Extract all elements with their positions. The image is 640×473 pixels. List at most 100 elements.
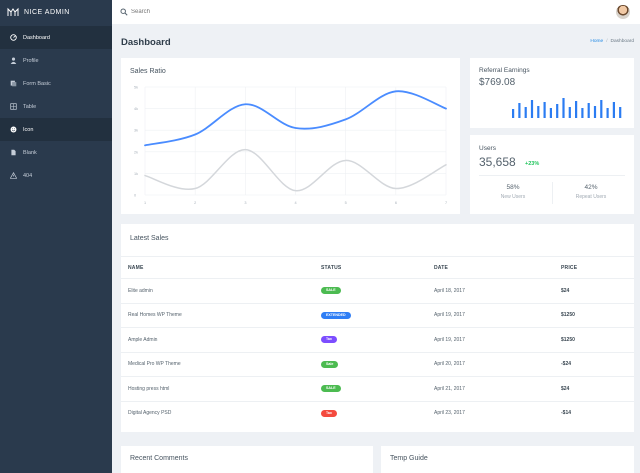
users-title: Users (479, 145, 496, 152)
repeat-users-value: 42% (584, 184, 598, 191)
product-name: Digital Agency PSD (128, 410, 172, 417)
brand-name: NICE ADMIN (24, 8, 70, 16)
y-tick-label: 1k (134, 172, 138, 176)
new-users-value: 58% (506, 184, 520, 191)
sidebar-item-table[interactable]: Table (0, 95, 112, 118)
divider (479, 175, 625, 176)
repeat-users-stat: 42% Repeat Users (561, 184, 621, 200)
new-users-stat: 58% New Users (483, 184, 543, 200)
form-icon (9, 80, 17, 88)
x-tick-label: 1 (144, 201, 146, 205)
latest-sales-title: Latest Sales (130, 235, 169, 242)
search-icon[interactable] (120, 8, 128, 16)
x-tick-label: 7 (445, 201, 447, 205)
product-name: Ample Admin (128, 336, 158, 343)
referral-earnings-amount: $769.08 (479, 77, 516, 88)
product-name: Elite admin (128, 287, 153, 294)
table-row[interactable]: Ample Admin Tax April 19, 2017 $1250 (121, 327, 634, 352)
referral-bar (549, 108, 552, 118)
sidebar-item-label: Blank (23, 149, 37, 156)
table-row[interactable]: Medical Pro WP Theme Sale April 20, 2017… (121, 351, 634, 377)
y-tick-label: 4k (134, 107, 138, 111)
referral-bar (619, 107, 622, 118)
sidebar-item-dashboard[interactable]: Dashboard (0, 26, 112, 49)
referral-bar (600, 100, 603, 118)
referral-bar (556, 104, 559, 118)
sidebar-item-icon[interactable]: Icon (0, 118, 112, 141)
search-input[interactable] (131, 9, 251, 15)
referral-bar (537, 106, 540, 118)
table-row[interactable]: Digital Agency PSD Tax April 23, 2017 -$… (121, 400, 634, 426)
sidebar-item-label: Profile (23, 57, 39, 64)
sales-ratio-title: Sales Ratio (130, 68, 166, 75)
sales-ratio-card: Sales Ratio 0 1k 2k 3k 4k 5k 1 2 3 4 5 6 7 (121, 58, 460, 214)
sidebar-item-label: Form Basic (23, 80, 51, 87)
y-tick-label: 0 (134, 194, 136, 198)
table-row[interactable]: Real Homes WP Theme EXTENDED April 19, 2… (121, 302, 634, 328)
x-tick-label: 4 (295, 201, 297, 205)
page-title: Dashboard (121, 37, 171, 48)
sidebar-item-label: Icon (23, 126, 34, 133)
product-name: Real Homes WP Theme (128, 312, 182, 319)
x-tick-label: 3 (244, 201, 246, 205)
sidebar-item-profile[interactable]: Profile (0, 49, 112, 72)
y-tick-label: 3k (134, 129, 138, 133)
sidebar-item-404[interactable]: 404 (0, 164, 112, 187)
y-tick-label: 5k (134, 86, 138, 90)
divider (552, 182, 553, 204)
sidebar-item-label: 404 (23, 172, 33, 179)
new-users-label: New Users (500, 194, 526, 200)
status-badge: Tax (321, 336, 337, 344)
sale-price: $1250 (561, 312, 575, 319)
repeat-users-label: Repeat Users (575, 194, 607, 200)
sale-date: April 18, 2017 (434, 287, 465, 294)
sidebar-item-blank[interactable]: Blank (0, 141, 112, 164)
sale-price: $24 (561, 385, 570, 392)
table-row[interactable]: Elite admin SALE April 18, 2017 $24 (121, 278, 634, 303)
referral-bar (562, 98, 565, 118)
referral-bar (581, 108, 584, 118)
recent-comments-card: Recent Comments (121, 446, 373, 473)
series-line-b (144, 148, 447, 192)
referral-bar (512, 109, 515, 118)
table-header-row: NAME STATUS DATE PRICE (121, 256, 634, 278)
sidebar-item-label: Table (23, 103, 37, 110)
table-row[interactable]: Hosting press html SALE April 21, 2017 $… (121, 376, 634, 401)
users-count: 35,658 (479, 155, 516, 169)
sale-price: $1250 (561, 336, 575, 343)
column-header-status[interactable]: STATUS (321, 264, 342, 271)
brand[interactable]: NICE ADMIN (0, 0, 112, 24)
referral-earnings-title: Referral Earnings (479, 67, 530, 74)
referral-bar (593, 106, 597, 118)
referral-bar (612, 102, 615, 118)
sale-price: $24 (561, 287, 570, 294)
status-badge: EXTENDED (321, 311, 351, 319)
warning-icon (9, 172, 17, 180)
column-header-name[interactable]: NAME (128, 264, 144, 271)
series-line-a (144, 90, 447, 147)
referral-bar-chart (512, 98, 622, 118)
referral-bar (575, 101, 578, 118)
latest-sales-card: Latest Sales NAME STATUS DATE PRICE Elit… (121, 224, 634, 432)
status-badge: SALE (321, 385, 341, 393)
referral-bar (568, 107, 571, 118)
y-tick-label: 2k (134, 150, 138, 154)
sale-price: -$14 (561, 410, 572, 417)
document-icon (9, 149, 17, 157)
sidebar: NICE ADMIN Dashboard Profile Form Basic … (0, 0, 112, 473)
column-header-date[interactable]: DATE (434, 264, 449, 271)
sale-date: April 23, 2017 (434, 410, 465, 417)
users-delta: +23% (525, 161, 540, 167)
user-icon (9, 57, 17, 65)
breadcrumb: Home / Dashboard (590, 39, 634, 44)
breadcrumb-home-link[interactable]: Home (590, 39, 604, 44)
product-name: Hosting press html (128, 385, 170, 392)
referral-bar (518, 103, 521, 118)
referral-earnings-card: Referral Earnings $769.08 (470, 58, 634, 128)
x-tick-label: 2 (194, 201, 196, 205)
face-icon (9, 126, 17, 134)
avatar[interactable] (616, 5, 630, 19)
sidebar-item-form-basic[interactable]: Form Basic (0, 72, 112, 95)
column-header-price[interactable]: PRICE (561, 264, 578, 271)
temp-guide-title: Temp Guide (390, 455, 428, 462)
